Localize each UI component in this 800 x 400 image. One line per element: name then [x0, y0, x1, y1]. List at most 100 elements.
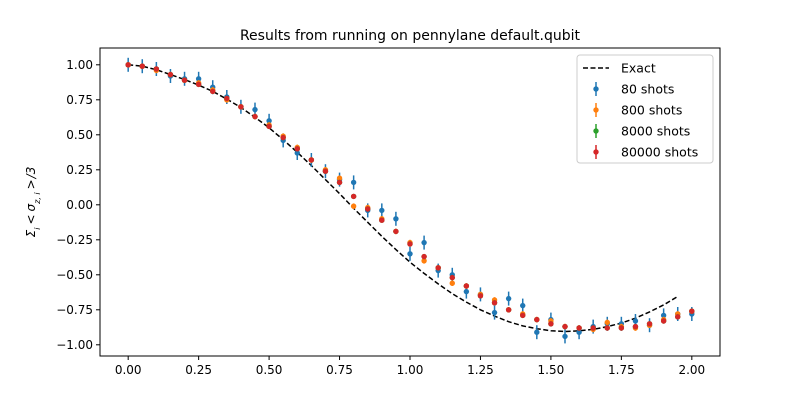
- data-point: [491, 309, 498, 316]
- data-point: [435, 265, 441, 271]
- y-label-sub-i: i: [33, 227, 42, 230]
- y-tick-label: 1.00: [66, 58, 93, 72]
- data-point: [548, 321, 554, 327]
- data-point: [224, 95, 230, 102]
- data-point: [520, 302, 526, 309]
- legend-marker-800: [593, 107, 599, 113]
- data-point: [210, 88, 216, 95]
- data-point: [294, 150, 300, 156]
- data-point: [350, 193, 357, 200]
- y-tick-label: −0.50: [56, 268, 93, 282]
- data-point: [125, 62, 131, 68]
- data-point: [562, 333, 568, 340]
- x-tick-label: 0.00: [115, 363, 142, 377]
- data-point: [505, 295, 512, 302]
- data-point: [139, 63, 145, 69]
- data-point: [604, 325, 610, 331]
- data-point: [266, 123, 272, 130]
- y-axis-label: Σi < σz, i >/3: [24, 167, 42, 238]
- data-point: [660, 312, 667, 319]
- data-point: [604, 319, 610, 326]
- x-tick-label: 0.50: [256, 363, 283, 377]
- data-point: [449, 280, 455, 286]
- data-point: [308, 157, 315, 163]
- data-point: [379, 207, 385, 214]
- data-point: [632, 323, 639, 330]
- data-point: [421, 258, 427, 264]
- legend-label-8000: 8000 shots: [621, 124, 690, 139]
- y-label-sub-zi: z, i: [33, 192, 42, 205]
- data-point: [336, 175, 343, 181]
- data-point: [421, 253, 427, 260]
- data-point: [590, 325, 596, 331]
- data-point: [195, 81, 202, 88]
- y-tick-label: 0.75: [66, 93, 93, 107]
- exact-curve: [128, 64, 679, 333]
- y-tick-label: −0.25: [56, 233, 93, 247]
- data-point: [562, 323, 568, 330]
- y-label-tail: /3: [24, 167, 38, 180]
- data-point: [294, 146, 300, 152]
- data-point: [365, 206, 371, 212]
- data-point: [632, 318, 639, 324]
- data-point: [195, 76, 202, 82]
- legend-marker-8000: [593, 128, 599, 134]
- y-tick-label: −1.00: [56, 338, 93, 352]
- data-point: [660, 318, 667, 324]
- data-point: [322, 168, 329, 174]
- data-point: [350, 203, 357, 209]
- y-label-sigma: Σ: [24, 229, 38, 237]
- data-point: [534, 329, 540, 335]
- x-tick-label: 0.75: [326, 363, 353, 377]
- data-point: [238, 104, 244, 110]
- y-tick-label: 0.00: [66, 198, 93, 212]
- data-point: [181, 77, 188, 83]
- chart-title: Results from running on pennylane defaul…: [240, 28, 581, 44]
- data-point: [576, 325, 582, 331]
- data-point: [463, 288, 470, 295]
- y-label-sigma-small: σ: [24, 203, 38, 211]
- data-point: [618, 325, 625, 331]
- data-point: [153, 66, 160, 72]
- x-tick-label: 1.00: [397, 363, 424, 377]
- legend-label-exact: Exact: [621, 61, 656, 76]
- data-point: [576, 329, 582, 335]
- x-tick-label: 1.75: [608, 363, 635, 377]
- data-point: [421, 239, 427, 246]
- x-tick-label: 1.50: [538, 363, 565, 377]
- y-tick-label: −0.75: [56, 303, 93, 317]
- legend: Exact 80 shots 800 shots 8000 shots 8000…: [576, 54, 714, 164]
- y-axis-ticks: 1.00 0.75 0.50 0.25 0.00 −0.25 −0.50 −0.75 −1.00: [56, 58, 100, 352]
- legend-label-80: 80 shots: [621, 82, 674, 97]
- data-point: [266, 118, 272, 124]
- x-tick-label: 1.25: [467, 363, 494, 377]
- legend-marker-80: [593, 86, 599, 92]
- y-tick-label: 0.25: [66, 163, 93, 177]
- x-tick-label: 0.25: [185, 363, 212, 377]
- x-axis-ticks: 0.00 0.25 0.50 0.75 1.00 1.25 1.50 1.75 2.00: [115, 356, 705, 377]
- data-point: [252, 113, 258, 120]
- legend-marker-80000: [593, 149, 599, 155]
- data-point: [534, 316, 540, 323]
- y-label-gt: >: [24, 179, 38, 189]
- data-point: [252, 106, 258, 113]
- data-point: [463, 283, 470, 289]
- y-tick-label: 0.50: [66, 128, 93, 142]
- data-point: [336, 179, 343, 186]
- data-point: [407, 241, 413, 247]
- y-label-lt: <: [24, 214, 38, 224]
- data-point: [393, 228, 399, 235]
- data-point: [393, 216, 399, 222]
- data-point: [407, 251, 413, 257]
- series-80000-shots: [125, 62, 695, 331]
- data-point: [379, 217, 385, 223]
- data-point: [491, 300, 498, 306]
- data-series-layer: [125, 57, 695, 344]
- data-point: [646, 321, 653, 327]
- data-point: [520, 312, 526, 319]
- data-point: [449, 274, 455, 281]
- data-point: [477, 293, 484, 299]
- data-point: [689, 308, 695, 314]
- data-point: [167, 71, 174, 78]
